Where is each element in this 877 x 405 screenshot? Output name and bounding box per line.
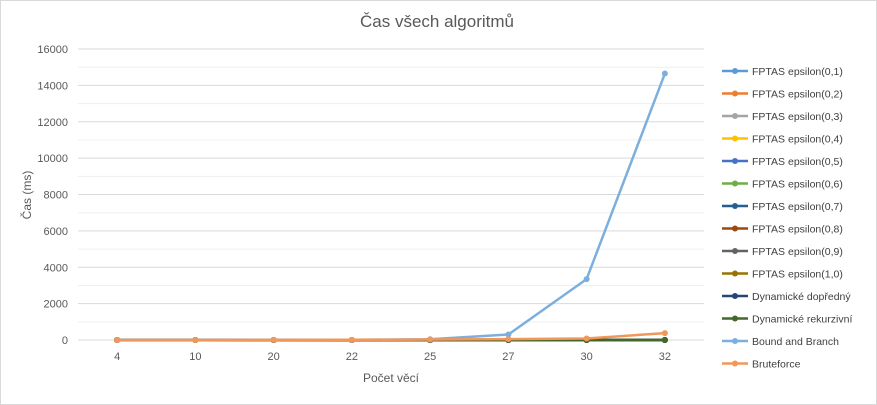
y-tick-label: 14000 — [37, 80, 68, 92]
data-point — [583, 335, 590, 342]
legend-label: FPTAS epsilon(1,0) — [752, 269, 843, 281]
legend-label: FPTAS epsilon(0,3) — [752, 111, 843, 123]
y-axis-title: Čas (ms) — [19, 171, 34, 220]
legend-item: FPTAS epsilon(0,7) — [722, 201, 843, 213]
data-point — [114, 337, 121, 343]
legend-swatch-marker — [732, 293, 738, 299]
series-group — [114, 70, 668, 343]
legend-swatch-marker — [732, 338, 738, 344]
x-tick-label: 20 — [268, 351, 280, 363]
legend-swatch-marker — [732, 68, 738, 74]
legend-swatch-marker — [732, 90, 738, 97]
series-line — [115, 72, 667, 342]
gridlines — [78, 48, 704, 341]
y-tick-label: 0 — [62, 335, 68, 347]
legend-label: FPTAS epsilon(0,5) — [752, 156, 843, 168]
data-point — [583, 276, 590, 283]
legend-item: FPTAS epsilon(0,3) — [722, 111, 843, 123]
legend-item: FPTAS epsilon(0,2) — [722, 89, 843, 101]
x-tick-label: 25 — [424, 351, 436, 363]
legend-swatch-marker — [732, 203, 738, 209]
y-tick-label: 12000 — [37, 117, 68, 129]
legend-label: FPTAS epsilon(0,6) — [752, 179, 843, 191]
legend-swatch-marker — [732, 225, 738, 232]
legend-swatch-marker — [732, 113, 738, 119]
legend-swatch-marker — [732, 248, 738, 254]
legend-label: FPTAS epsilon(0,9) — [752, 246, 843, 258]
legend-swatch-marker — [732, 270, 738, 277]
legend-item: Bound and Branch — [722, 336, 839, 348]
legend-item: FPTAS epsilon(1,0) — [722, 269, 843, 281]
legend-label: FPTAS epsilon(0,1) — [752, 66, 843, 78]
data-point — [505, 331, 512, 338]
data-point — [505, 336, 512, 343]
series-13 — [114, 330, 668, 343]
legend-swatch-marker — [732, 135, 738, 142]
legend-label: Bound and Branch — [752, 336, 839, 348]
x-tick-label: 4 — [114, 351, 120, 363]
legend-swatch-marker — [732, 180, 738, 187]
data-point — [661, 70, 668, 77]
legend-item: FPTAS epsilon(0,1) — [722, 66, 843, 78]
x-axis-ticks: 4 10 20 22 25 27 30 32 — [114, 351, 671, 363]
y-tick-label: 6000 — [44, 226, 68, 238]
legend-item: FPTAS epsilon(0,5) — [722, 156, 843, 168]
data-point — [661, 336, 668, 343]
series-12 — [114, 70, 668, 343]
legend-item: Dynamické rekurzivní — [722, 314, 852, 326]
data-point — [427, 336, 434, 343]
x-tick-label: 27 — [502, 351, 514, 363]
y-tick-label: 4000 — [44, 262, 68, 274]
x-axis-title: Počet věcí — [363, 371, 420, 385]
data-point — [348, 336, 355, 343]
y-tick-label: 8000 — [44, 190, 68, 202]
legend-swatch-marker — [732, 158, 738, 164]
data-point — [192, 336, 199, 343]
y-axis-ticks: 0 2000 4000 6000 8000 10000 12000 14000 16000 — [37, 44, 68, 347]
y-tick-label: 2000 — [44, 299, 68, 311]
legend-item: Dynamické dopředný — [722, 291, 851, 303]
legend-item: Bruteforce — [722, 359, 801, 371]
chart-title: Čas všech algoritmů — [360, 12, 514, 31]
legend-item: FPTAS epsilon(0,8) — [722, 224, 843, 236]
x-tick-label: 32 — [659, 351, 671, 363]
legend-item: FPTAS epsilon(0,4) — [722, 134, 843, 146]
legend-label: Bruteforce — [752, 359, 801, 371]
x-tick-label: 30 — [581, 351, 593, 363]
legend-swatch-marker — [732, 315, 738, 322]
legend-swatch-marker — [732, 360, 738, 367]
y-tick-label: 10000 — [37, 153, 68, 165]
legend-item: FPTAS epsilon(0,6) — [722, 179, 843, 191]
legend: FPTAS epsilon(0,1) FPTAS epsilon(0,2) FPTA… — [722, 66, 852, 371]
legend-label: FPTAS epsilon(0,4) — [752, 134, 843, 146]
y-tick-label: 16000 — [37, 44, 68, 56]
series-line — [115, 331, 667, 342]
legend-label: Dynamické rekurzivní — [752, 314, 852, 326]
legend-item: FPTAS epsilon(0,9) — [722, 246, 843, 258]
data-point — [270, 336, 277, 343]
legend-label: FPTAS epsilon(0,7) — [752, 201, 843, 213]
legend-label: Dynamické dopředný — [752, 291, 851, 303]
x-tick-label: 22 — [346, 351, 358, 363]
legend-label: FPTAS epsilon(0,8) — [752, 224, 843, 236]
data-point — [661, 330, 668, 337]
legend-label: FPTAS epsilon(0,2) — [752, 89, 843, 101]
x-tick-label: 10 — [189, 351, 201, 363]
